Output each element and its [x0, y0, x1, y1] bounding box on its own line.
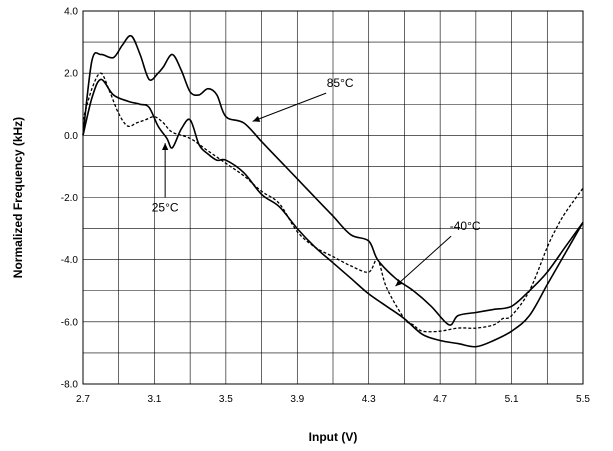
annotation-arrow--40c	[395, 235, 452, 287]
series-line--40c	[82, 72, 584, 333]
y-tick-label: -4.0	[61, 255, 79, 266]
series-line-85c	[82, 34, 584, 326]
series-line-25c	[82, 78, 584, 348]
grid	[83, 11, 583, 384]
x-tick-label: 2.7	[76, 394, 90, 405]
y-tick-label: -2.0	[61, 193, 79, 204]
series-layer	[82, 34, 584, 348]
y-tick-labels: 4.0 2.0 0.0 -2.0 -4.0 -6.0 -8.0	[61, 7, 79, 391]
x-axis-title: Input (V)	[309, 430, 358, 444]
x-tick-label: 3.9	[290, 394, 304, 405]
annotation-label-25c: 25°C	[152, 200, 179, 214]
y-tick-label: 4.0	[64, 7, 78, 18]
y-axis-title: Normalized Frequency (kHz)	[11, 117, 25, 278]
x-tick-labels: 2.7 3.1 3.5 3.9 4.3 4.7 5.1 5.5	[76, 394, 590, 405]
x-tick-label: 5.5	[576, 394, 590, 405]
y-tick-label: 0.0	[64, 131, 78, 142]
annotation-label-85c: 85°C	[327, 76, 354, 90]
x-tick-label: 5.1	[505, 394, 519, 405]
annotation-arrow-85c	[252, 92, 327, 122]
annotations: 85°C 25°C -40°C	[152, 76, 481, 287]
x-tick-label: 4.3	[362, 394, 376, 405]
x-tick-label: 3.1	[147, 394, 161, 405]
annotation-label--40c: -40°C	[450, 219, 481, 233]
x-tick-label: 3.5	[219, 394, 233, 405]
y-tick-label: 2.0	[64, 69, 78, 80]
y-tick-label: -6.0	[61, 317, 79, 328]
y-tick-label: -8.0	[61, 380, 79, 391]
x-tick-label: 4.7	[433, 394, 447, 405]
plot-frame	[82, 10, 584, 385]
